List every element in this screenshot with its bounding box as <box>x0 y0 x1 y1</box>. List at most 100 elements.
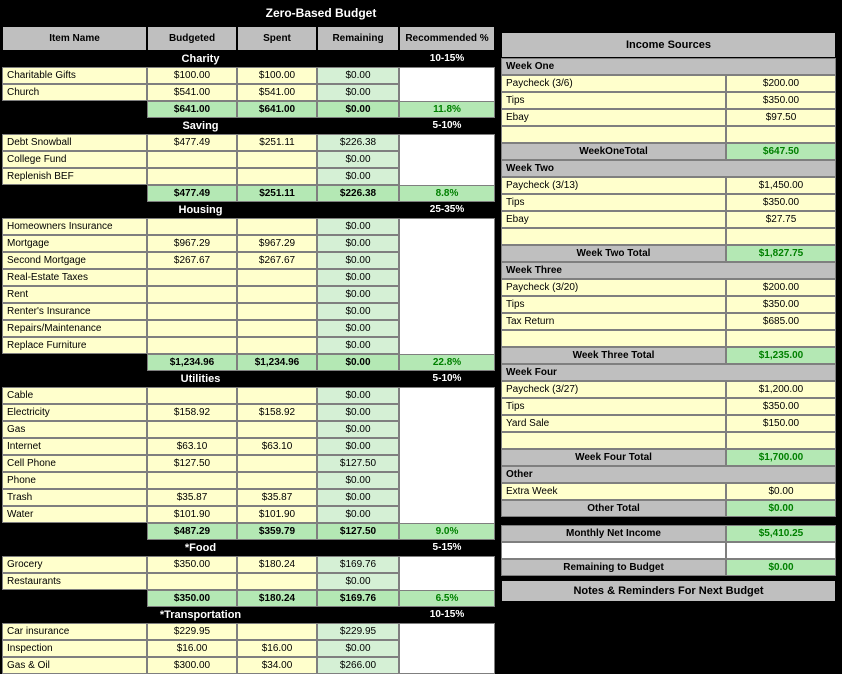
income-item-val[interactable]: $0.00 <box>726 483 836 500</box>
item-spent[interactable] <box>237 573 317 590</box>
item-spent[interactable] <box>237 387 317 404</box>
item-name[interactable]: Church <box>2 84 147 101</box>
income-item-val[interactable]: $27.75 <box>726 211 836 228</box>
income-item-val[interactable]: $350.00 <box>726 296 836 313</box>
item-name[interactable]: Cable <box>2 387 147 404</box>
income-item-val[interactable]: $350.00 <box>726 92 836 109</box>
income-item-name[interactable]: Paycheck (3/6) <box>501 75 726 92</box>
income-item-name[interactable]: Ebay <box>501 109 726 126</box>
item-spent[interactable] <box>237 337 317 354</box>
item-name[interactable]: Replace Furniture <box>2 337 147 354</box>
item-name[interactable]: Trash <box>2 489 147 506</box>
item-spent[interactable]: $35.87 <box>237 489 317 506</box>
item-budgeted[interactable]: $16.00 <box>147 640 237 657</box>
income-item-name[interactable]: Tips <box>501 92 726 109</box>
item-budgeted[interactable]: $158.92 <box>147 404 237 421</box>
item-name[interactable]: Grocery <box>2 556 147 573</box>
income-item-name[interactable]: Tax Return <box>501 313 726 330</box>
item-spent[interactable] <box>237 623 317 640</box>
item-budgeted[interactable] <box>147 286 237 303</box>
item-name[interactable]: Car insurance <box>2 623 147 640</box>
income-item-val[interactable]: $350.00 <box>726 398 836 415</box>
item-name[interactable]: Water <box>2 506 147 523</box>
income-item-name[interactable]: Paycheck (3/27) <box>501 381 726 398</box>
item-spent[interactable]: $100.00 <box>237 67 317 84</box>
income-item-name[interactable]: Tips <box>501 194 726 211</box>
item-name[interactable]: Restaurants <box>2 573 147 590</box>
income-item-val[interactable]: $200.00 <box>726 75 836 92</box>
item-budgeted[interactable]: $350.00 <box>147 556 237 573</box>
item-name[interactable]: Internet <box>2 438 147 455</box>
income-item-name[interactable]: Tips <box>501 398 726 415</box>
item-spent[interactable] <box>237 151 317 168</box>
item-name[interactable]: Debt Snowball <box>2 134 147 151</box>
income-item-name[interactable]: Yard Sale <box>501 415 726 432</box>
item-budgeted[interactable] <box>147 218 237 235</box>
item-name[interactable]: Renter's Insurance <box>2 303 147 320</box>
income-item-val[interactable] <box>726 330 836 347</box>
income-item-name[interactable]: Ebay <box>501 211 726 228</box>
item-budgeted[interactable]: $127.50 <box>147 455 237 472</box>
item-budgeted[interactable] <box>147 168 237 185</box>
item-spent[interactable]: $251.11 <box>237 134 317 151</box>
income-item-name[interactable]: Tips <box>501 296 726 313</box>
item-spent[interactable]: $180.24 <box>237 556 317 573</box>
item-budgeted[interactable] <box>147 320 237 337</box>
income-item-val[interactable]: $350.00 <box>726 194 836 211</box>
income-item-name[interactable] <box>501 126 726 143</box>
item-spent[interactable] <box>237 455 317 472</box>
income-item-name[interactable] <box>501 228 726 245</box>
item-budgeted[interactable]: $477.49 <box>147 134 237 151</box>
income-item-val[interactable]: $150.00 <box>726 415 836 432</box>
income-item-val[interactable]: $1,450.00 <box>726 177 836 194</box>
item-spent[interactable]: $158.92 <box>237 404 317 421</box>
income-item-val[interactable] <box>726 228 836 245</box>
item-budgeted[interactable] <box>147 387 237 404</box>
item-budgeted[interactable]: $541.00 <box>147 84 237 101</box>
item-budgeted[interactable] <box>147 421 237 438</box>
item-spent[interactable]: $16.00 <box>237 640 317 657</box>
item-budgeted[interactable]: $101.90 <box>147 506 237 523</box>
income-item-val[interactable] <box>726 126 836 143</box>
item-name[interactable]: Replenish BEF <box>2 168 147 185</box>
item-name[interactable]: Gas & Oil <box>2 657 147 674</box>
item-spent[interactable] <box>237 218 317 235</box>
income-item-name[interactable] <box>501 330 726 347</box>
income-item-val[interactable]: $200.00 <box>726 279 836 296</box>
item-budgeted[interactable] <box>147 337 237 354</box>
item-budgeted[interactable] <box>147 472 237 489</box>
item-budgeted[interactable]: $229.95 <box>147 623 237 640</box>
item-name[interactable]: Inspection <box>2 640 147 657</box>
income-item-name[interactable]: Paycheck (3/13) <box>501 177 726 194</box>
item-name[interactable]: Electricity <box>2 404 147 421</box>
item-name[interactable]: Cell Phone <box>2 455 147 472</box>
income-item-val[interactable] <box>726 432 836 449</box>
item-spent[interactable] <box>237 286 317 303</box>
item-spent[interactable]: $34.00 <box>237 657 317 674</box>
item-spent[interactable]: $63.10 <box>237 438 317 455</box>
item-budgeted[interactable] <box>147 573 237 590</box>
item-name[interactable]: College Fund <box>2 151 147 168</box>
item-budgeted[interactable]: $300.00 <box>147 657 237 674</box>
income-item-name[interactable]: Paycheck (3/20) <box>501 279 726 296</box>
item-budgeted[interactable] <box>147 269 237 286</box>
item-spent[interactable] <box>237 303 317 320</box>
item-name[interactable]: Homeowners Insurance <box>2 218 147 235</box>
blank-cell[interactable] <box>501 542 726 559</box>
item-name[interactable]: Second Mortgage <box>2 252 147 269</box>
item-budgeted[interactable] <box>147 151 237 168</box>
item-budgeted[interactable]: $267.67 <box>147 252 237 269</box>
item-name[interactable]: Rent <box>2 286 147 303</box>
income-item-val[interactable]: $97.50 <box>726 109 836 126</box>
item-budgeted[interactable]: $967.29 <box>147 235 237 252</box>
item-budgeted[interactable]: $35.87 <box>147 489 237 506</box>
blank-cell[interactable] <box>726 542 836 559</box>
item-spent[interactable] <box>237 168 317 185</box>
item-budgeted[interactable]: $63.10 <box>147 438 237 455</box>
item-spent[interactable] <box>237 320 317 337</box>
item-spent[interactable] <box>237 269 317 286</box>
item-name[interactable]: Repairs/Maintenance <box>2 320 147 337</box>
income-item-name[interactable] <box>501 432 726 449</box>
income-item-val[interactable]: $1,200.00 <box>726 381 836 398</box>
item-name[interactable]: Real-Estate Taxes <box>2 269 147 286</box>
